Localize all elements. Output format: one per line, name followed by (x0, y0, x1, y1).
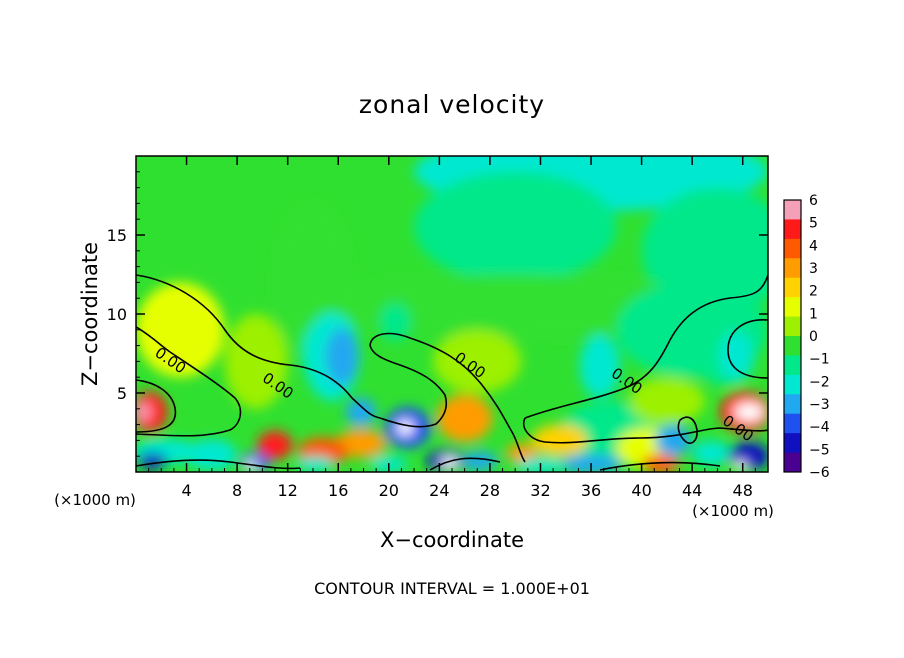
colorbar-tick-label: 0 (809, 329, 818, 345)
colorbar-tick-label: 5 (809, 216, 818, 232)
velocity-patch (136, 282, 225, 378)
x-tick-label: 36 (581, 481, 601, 500)
velocity-patch (655, 424, 691, 457)
y-tick-label: 5 (117, 384, 127, 403)
colorbar-tick-label: −5 (809, 442, 830, 458)
colorbar-swatch (784, 277, 801, 298)
velocity-patch (436, 394, 493, 442)
colorbar-tick-label: −4 (809, 420, 830, 436)
colorbar-tick-label: 2 (809, 284, 818, 300)
colorbar-swatch (784, 413, 801, 434)
velocity-patch (692, 440, 731, 466)
velocity-patch (396, 419, 415, 436)
contour-line-small-loop (677, 416, 698, 444)
velocity-patch (733, 402, 765, 422)
x-unit-right: (×1000 m) (692, 502, 774, 520)
colorbar-tick-label: 6 (809, 193, 818, 209)
x-tick-label: 48 (733, 481, 753, 500)
velocity-field (136, 156, 768, 472)
colorbar-swatch (784, 374, 801, 395)
velocity-patch (136, 391, 168, 433)
colorbar-swatch (784, 258, 801, 279)
velocity-patch (641, 187, 768, 314)
colorbar-swatch (784, 336, 801, 356)
colorbar-swatch (784, 316, 801, 337)
velocity-patch (335, 429, 387, 458)
contour-line-right (524, 274, 768, 419)
colorbar-swatch (784, 452, 801, 473)
velocity-patch (325, 328, 359, 386)
colorbar-swatch (784, 297, 801, 318)
velocity-patch (462, 451, 498, 471)
colorbar-tick-label: −6 (809, 465, 830, 481)
velocity-patch (732, 460, 748, 471)
x-tick-label: 32 (530, 481, 550, 500)
colorbar-tick-label: −2 (809, 374, 830, 390)
x-tick-label: 40 (631, 481, 651, 500)
velocity-patch (312, 274, 718, 338)
x-axis-label: X−coordinate (380, 528, 524, 552)
colorbar-swatch (784, 355, 801, 376)
velocity-patch (531, 424, 588, 457)
x-tick-label: 16 (328, 481, 348, 500)
velocity-patch (244, 460, 258, 472)
y-tick-label: 10 (107, 305, 127, 324)
x-tick-label: 44 (682, 481, 702, 500)
plot-area: 0.000.000.00 0.000.00 (136, 156, 768, 472)
contour-line-left-lower (136, 326, 242, 437)
colorbar-swatch (784, 238, 801, 259)
y-axis-label: Z−coordinate (78, 242, 102, 386)
x-tick-label: 20 (379, 481, 399, 500)
velocity-patch (718, 331, 755, 382)
colorbar-frame (783, 199, 802, 473)
velocity-patch (224, 314, 288, 409)
velocity-patch (379, 302, 411, 341)
colorbar-swatch (784, 433, 801, 454)
velocity-patch (628, 377, 705, 425)
velocity-patch (433, 329, 522, 393)
contour-line-left (136, 274, 381, 419)
velocity-patch (579, 334, 621, 398)
x-tick-label: 28 (480, 481, 500, 500)
x-axis: 4 8 12 16 20 24 28 32 36 40 44 48 (148, 156, 756, 500)
contour-line-right-ring (727, 319, 768, 379)
colorbar-tick-label: −1 (809, 352, 830, 368)
contour-line-bottom (136, 457, 721, 471)
velocity-patch (257, 430, 293, 460)
velocity-patch (136, 402, 152, 422)
velocity-patch (414, 171, 617, 283)
x-tick-label: 4 (181, 481, 191, 500)
contour-line-right-lower (523, 417, 768, 444)
x-unit-left: (×1000 m) (54, 491, 136, 509)
x-tick-label: 8 (232, 481, 242, 500)
velocity-patch (186, 438, 238, 471)
contour-line-left-box (136, 379, 177, 433)
colorbar-swatch (784, 200, 801, 220)
y-tick-label: 15 (107, 226, 127, 245)
colorbar-tick-label: 4 (809, 238, 818, 254)
colorbar-tick-label: 1 (809, 306, 818, 322)
velocity-patch (345, 397, 377, 427)
velocity-patch (440, 456, 459, 469)
contour-line-middle (369, 332, 526, 463)
colorbar-tick-label: −3 (809, 397, 830, 413)
colorbar: 6 5 4 3 2 1 0 −1 −2 −3 −4 −5 −6 (783, 193, 830, 481)
colorbar-swatch (784, 219, 801, 240)
x-tick-label: 24 (429, 481, 449, 500)
x-tick-label: 12 (278, 481, 298, 500)
contour-line-middle-lower (369, 344, 448, 428)
zero-contours (136, 274, 768, 471)
y-axis: 5 10 15 (107, 171, 768, 457)
contour-interval-note: CONTOUR INTERVAL = 1.000E+01 (314, 579, 590, 598)
chart-title: zonal velocity (359, 90, 545, 119)
velocity-patch (137, 453, 168, 469)
velocity-patch (296, 456, 335, 472)
colorbar-swatch (784, 394, 801, 415)
colorbar-tick-label: 3 (809, 261, 818, 277)
